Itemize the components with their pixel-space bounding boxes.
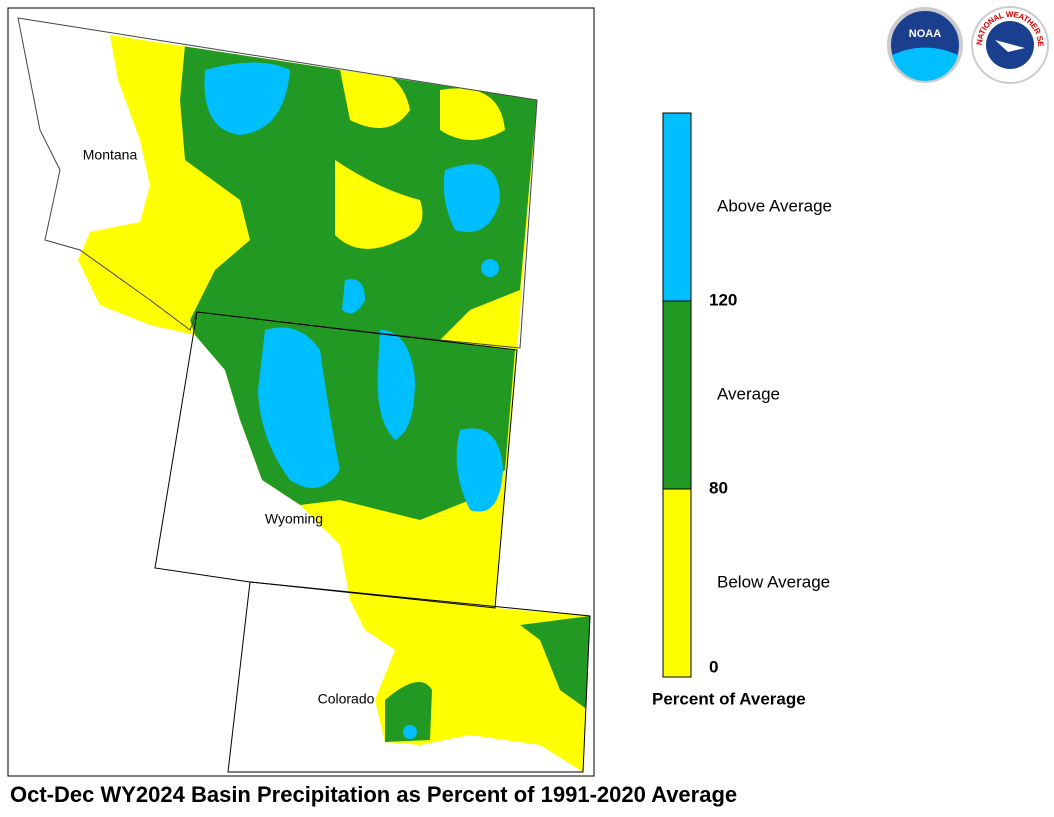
above-average-area <box>403 725 417 739</box>
above-average-area <box>204 62 290 135</box>
legend-label: Above Average <box>717 196 832 215</box>
state-label: Colorado <box>318 691 375 707</box>
legend-label: Below Average <box>717 572 830 591</box>
average-area <box>520 616 590 710</box>
above-average-area <box>443 164 500 232</box>
legend-tick-label: 120 <box>709 290 737 309</box>
legend-title: Percent of Average <box>652 689 806 708</box>
above-average-area <box>342 279 365 314</box>
state-borders <box>17 17 591 773</box>
noaa-logo: NOAA <box>887 7 963 83</box>
colorado-border <box>227 581 591 773</box>
legend-label: Average <box>717 384 780 403</box>
above-average-area <box>258 327 340 488</box>
state-label: Montana <box>83 147 138 163</box>
below-average-area <box>440 88 505 140</box>
average-area <box>385 682 432 742</box>
montana-border <box>17 17 538 349</box>
legend-swatch <box>662 488 692 678</box>
state-label: Wyoming <box>265 511 323 527</box>
basin-map: Montana Wyoming Colorado <box>17 17 591 773</box>
below-average-area <box>340 68 410 128</box>
above-average-area <box>377 330 415 440</box>
map-title: Oct-Dec WY2024 Basin Precipitation as Pe… <box>10 782 737 807</box>
below-average-area <box>335 160 423 249</box>
legend-swatch <box>662 112 692 302</box>
legend-tick-label: 0 <box>709 657 718 676</box>
wyoming-border <box>154 311 518 609</box>
legend-swatch <box>662 300 692 490</box>
above-average-area <box>456 428 503 512</box>
legend-tick-label: 80 <box>709 478 728 497</box>
legend: Percent of Average Below Average Average A… <box>652 112 832 708</box>
logo-text: NOAA <box>909 28 941 40</box>
above-average-area <box>481 259 499 277</box>
